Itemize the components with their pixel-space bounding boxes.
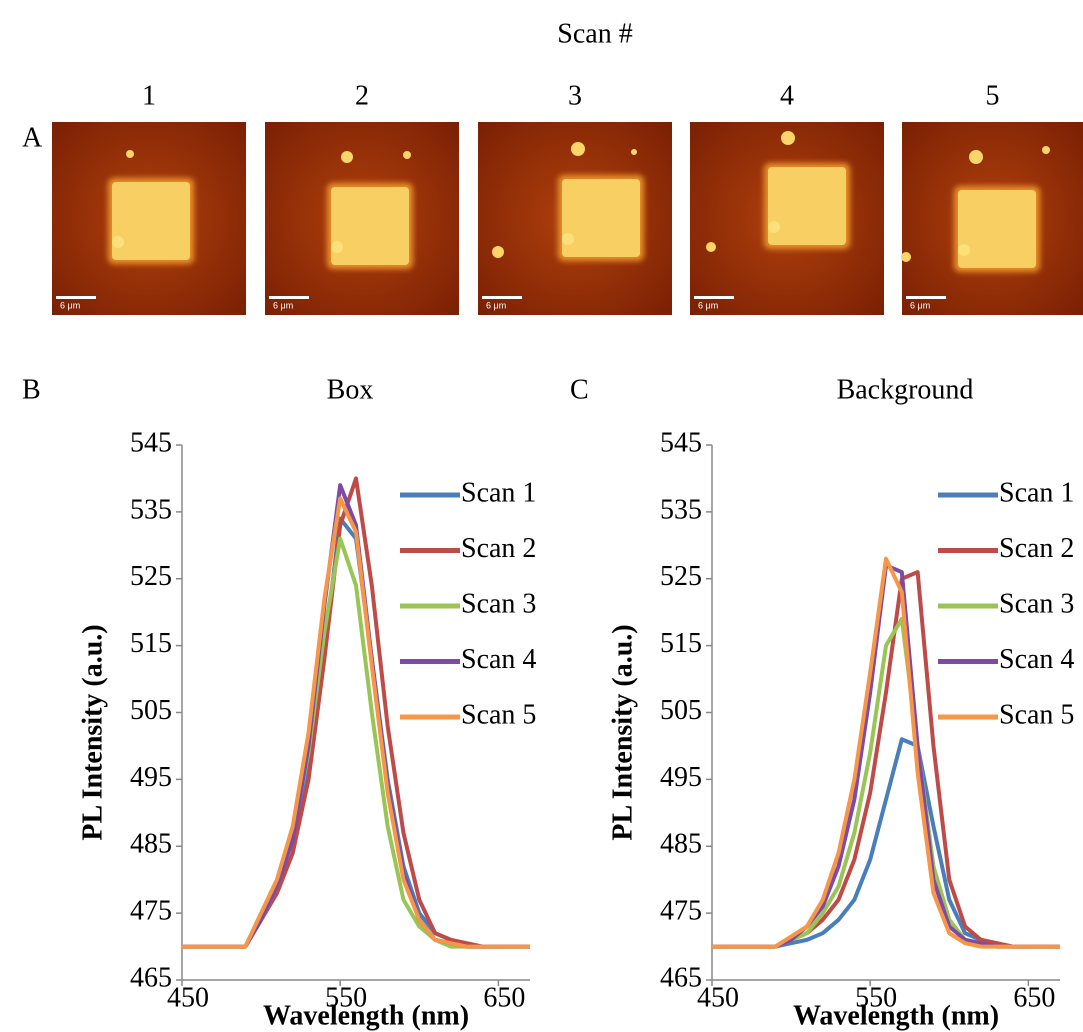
legend-label: Scan 4 bbox=[999, 644, 1074, 675]
y-tick-label: 545 bbox=[130, 427, 172, 458]
y-tick-label: 475 bbox=[660, 896, 702, 927]
box bbox=[562, 179, 640, 257]
particle bbox=[706, 242, 716, 252]
legend-label: Scan 2 bbox=[461, 533, 536, 564]
particle bbox=[571, 142, 585, 156]
y-tick-label: 465 bbox=[660, 962, 702, 993]
scale-bar bbox=[482, 296, 522, 299]
x-tick-label: 650 bbox=[1013, 982, 1055, 1013]
x-axis-label: Wavelength (nm) bbox=[793, 1000, 999, 1031]
scale-label: 6 μm bbox=[698, 300, 718, 310]
series-line bbox=[712, 737, 1060, 949]
scan-number: 1 bbox=[142, 80, 156, 111]
legend-label: Scan 1 bbox=[461, 477, 536, 508]
y-tick-label: 475 bbox=[130, 896, 172, 927]
box-corner bbox=[768, 221, 780, 233]
y-tick-label: 525 bbox=[130, 561, 172, 592]
y-tick-label: 495 bbox=[130, 762, 172, 793]
scale-label: 6 μm bbox=[273, 300, 293, 310]
y-tick-label: 515 bbox=[130, 628, 172, 659]
x-tick-label: 550 bbox=[325, 982, 367, 1013]
panel-label: B bbox=[22, 374, 41, 405]
y-tick-label: 505 bbox=[130, 695, 172, 726]
particle bbox=[631, 149, 637, 155]
legend-label: Scan 2 bbox=[999, 533, 1074, 564]
x-tick-label: 450 bbox=[697, 982, 739, 1013]
legend-label: Scan 3 bbox=[999, 588, 1074, 619]
particle bbox=[1042, 146, 1050, 154]
image-row: 6 μm 6 μm 6 μm 6 μm 6 μm bbox=[52, 122, 1083, 315]
x-tick-label: 450 bbox=[167, 982, 209, 1013]
particle bbox=[341, 151, 353, 163]
y-tick-label: 535 bbox=[660, 494, 702, 525]
figure-title: Scan # bbox=[557, 18, 632, 49]
scale-label: 6 μm bbox=[910, 300, 930, 310]
legend-label: Scan 4 bbox=[461, 644, 536, 675]
legend-label: Scan 5 bbox=[999, 699, 1074, 730]
box-corner bbox=[958, 244, 970, 256]
y-axis-label: PL Intensity (a.u.) bbox=[77, 624, 108, 840]
scale-bar bbox=[906, 296, 946, 299]
y-tick-label: 485 bbox=[130, 829, 172, 860]
box bbox=[768, 167, 846, 245]
scale-label: 6 μm bbox=[60, 300, 80, 310]
series-line bbox=[712, 556, 1060, 949]
box bbox=[958, 190, 1036, 268]
series-line bbox=[182, 496, 530, 949]
scan-image: 6 μm bbox=[478, 122, 672, 315]
x-axis-label: Wavelength (nm) bbox=[263, 1000, 469, 1031]
particle bbox=[781, 131, 795, 145]
particle bbox=[126, 150, 134, 158]
legend-label: Scan 3 bbox=[461, 588, 536, 619]
scan-image: 6 μm bbox=[265, 122, 459, 315]
legend-label: Scan 1 bbox=[999, 477, 1074, 508]
series-line bbox=[712, 570, 1060, 949]
scale-label: 6 μm bbox=[486, 300, 506, 310]
x-tick-label: 650 bbox=[483, 982, 525, 1013]
y-tick-label: 465 bbox=[130, 962, 172, 993]
panel-label: C bbox=[570, 374, 589, 405]
particle bbox=[403, 151, 411, 159]
scale-bar bbox=[269, 296, 309, 299]
particle bbox=[969, 150, 983, 164]
scan-image: 6 μm bbox=[901, 122, 1083, 315]
box-corner bbox=[112, 236, 124, 248]
scan-image: 6 μm bbox=[52, 122, 246, 315]
y-tick-label: 495 bbox=[660, 762, 702, 793]
panel-label: A bbox=[22, 122, 43, 153]
scan-number: 5 bbox=[986, 80, 1000, 111]
box-corner bbox=[562, 233, 574, 245]
chart-title: Box bbox=[327, 374, 374, 405]
box-corner bbox=[331, 241, 343, 253]
scale-bar bbox=[694, 296, 734, 299]
y-tick-label: 485 bbox=[660, 829, 702, 860]
scan-image: 6 μm bbox=[690, 122, 884, 315]
series-line bbox=[712, 563, 1060, 949]
box bbox=[112, 182, 190, 260]
y-tick-label: 545 bbox=[660, 427, 702, 458]
scale-bar bbox=[56, 296, 96, 299]
scan-number: 4 bbox=[780, 80, 794, 111]
y-axis-label: PL Intensity (a.u.) bbox=[607, 624, 638, 840]
y-tick-label: 505 bbox=[660, 695, 702, 726]
particle bbox=[901, 252, 911, 262]
scan-number: 3 bbox=[568, 80, 582, 111]
y-tick-label: 525 bbox=[660, 561, 702, 592]
x-tick-label: 550 bbox=[855, 982, 897, 1013]
legend-label: Scan 5 bbox=[461, 699, 536, 730]
particle bbox=[492, 246, 504, 258]
y-tick-label: 535 bbox=[130, 494, 172, 525]
chart-title: Background bbox=[837, 374, 974, 405]
y-tick-label: 515 bbox=[660, 628, 702, 659]
scan-number: 2 bbox=[355, 80, 369, 111]
box bbox=[331, 187, 409, 265]
